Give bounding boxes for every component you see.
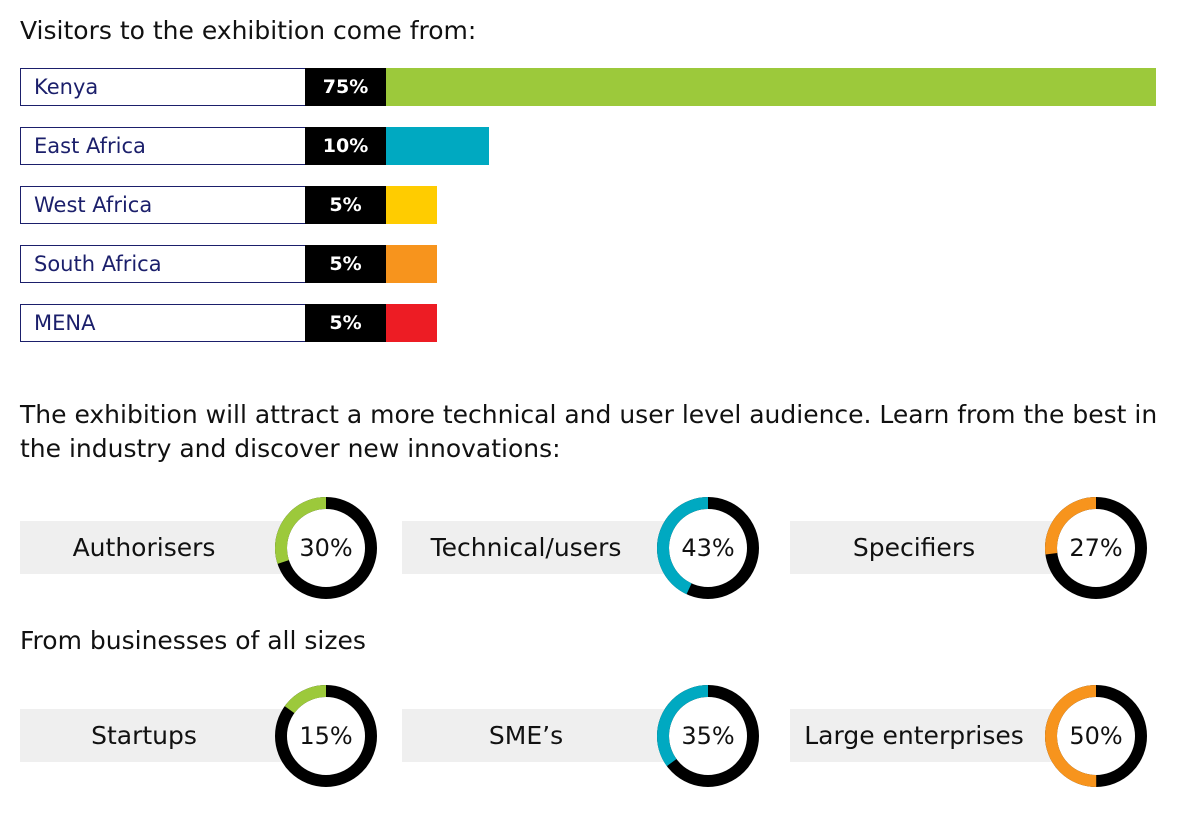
bar-value-label: 75%: [305, 68, 386, 106]
bar-category-label: East Africa: [20, 127, 306, 165]
donut-item: Technical/users 43%: [402, 494, 762, 604]
donut-segment: [657, 497, 759, 599]
donut-value-label: 27%: [1069, 534, 1123, 562]
audience-heading: The exhibition will attract a more techn…: [20, 400, 1158, 463]
bar-category-label: Kenya: [20, 68, 306, 106]
donut-category-label: Specifiers: [852, 533, 976, 562]
donut-chart: [657, 685, 759, 787]
donut-segment: [275, 497, 377, 599]
donut-chart: [275, 685, 377, 787]
donut-segment: [275, 685, 377, 787]
business-size-heading: From businesses of all sizes: [20, 626, 366, 655]
donut-item: Specifiers 27%: [790, 494, 1150, 604]
donut-item: SME’s 35%: [402, 682, 762, 792]
donut-value-label: 35%: [681, 722, 735, 750]
bar-fill: [386, 304, 438, 342]
donut-segment: [657, 685, 759, 787]
bar-category-label: South Africa: [20, 245, 306, 283]
donut-chart: [275, 497, 377, 599]
bar-fill: [386, 245, 438, 283]
donut-segment: [1045, 685, 1147, 787]
bar-value-label: 10%: [305, 127, 386, 165]
donut-category-label: Technical/users: [430, 533, 622, 562]
donut-value-label: 30%: [299, 534, 353, 562]
bar-value-label: 5%: [305, 304, 386, 342]
donut-label-panel: [790, 521, 1090, 574]
donut-item: Authorisers 30%: [20, 494, 380, 604]
donut-label-panel: [20, 709, 320, 762]
donut-value-label: 15%: [299, 722, 353, 750]
bar-value-label: 5%: [305, 186, 386, 224]
donut-value-label: 50%: [1069, 722, 1123, 750]
donut-label-panel: [402, 521, 702, 574]
donut-chart: [1045, 497, 1147, 599]
bar-category-label: MENA: [20, 304, 306, 342]
donut-chart: [657, 497, 759, 599]
donut-chart: [1045, 685, 1147, 787]
donut-label-panel: [790, 709, 1090, 762]
donut-label-panel: [402, 709, 702, 762]
donut-value-label: 43%: [681, 534, 735, 562]
donut-category-label: Large enterprises: [804, 721, 1024, 750]
donut-item: Startups 15%: [20, 682, 380, 792]
donut-category-label: Startups: [91, 721, 197, 750]
donut-label-panel: [20, 521, 320, 574]
bar-fill: [386, 68, 1156, 106]
donut-category-label: Authorisers: [72, 533, 216, 562]
donut-segment: [1045, 497, 1147, 599]
visitors-heading: Visitors to the exhibition come from:: [20, 16, 477, 45]
bar-value-label: 5%: [305, 245, 386, 283]
bar-fill: [386, 186, 438, 224]
bar-category-label: West Africa: [20, 186, 306, 224]
donut-category-label: SME’s: [488, 721, 564, 750]
bar-fill: [386, 127, 489, 165]
donut-item: Large enterprises 50%: [790, 682, 1150, 792]
